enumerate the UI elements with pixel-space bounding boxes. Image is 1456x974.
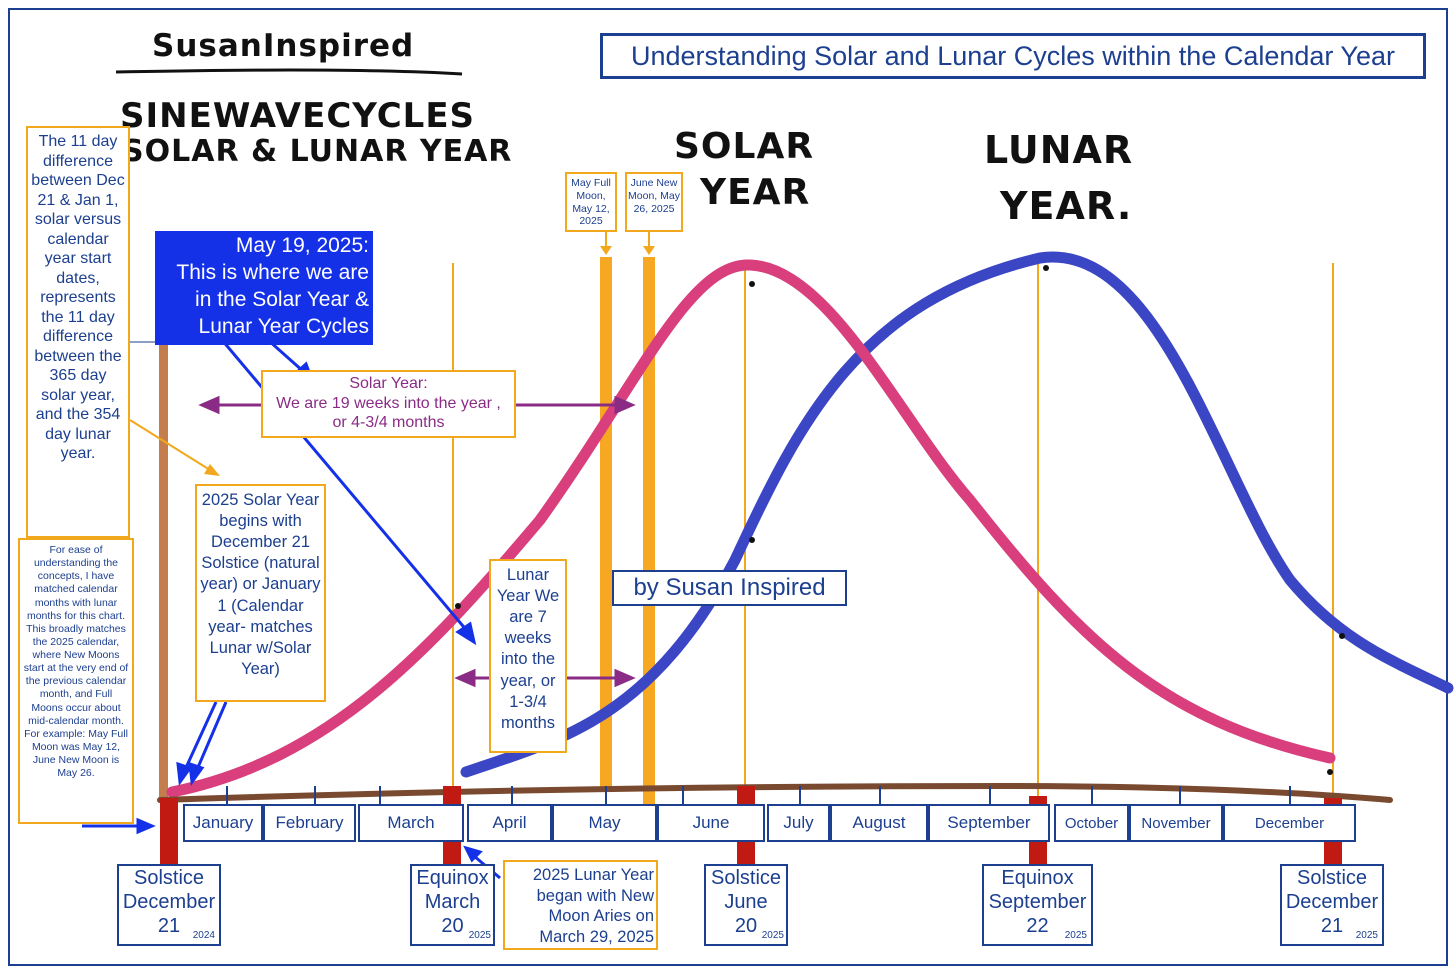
ease-note: For ease of understanding the concepts, … <box>18 538 134 824</box>
marker-year: 2024 <box>192 930 215 941</box>
month-june: June <box>657 804 765 842</box>
may-full-moon-note: May Full Moon, May 12, 2025 <box>565 172 617 232</box>
may-full-moon-bar <box>600 257 612 792</box>
lunar-year-handwriting-line2: YEAR. <box>1000 184 1133 228</box>
marker-month: June <box>724 891 768 913</box>
month-november: November <box>1129 804 1223 842</box>
solar-year-handwriting-line2: YEAR <box>700 172 811 213</box>
heading-handwriting-line1: SINEWAVECYCLES <box>120 96 476 136</box>
marker-year: 2025 <box>761 930 784 941</box>
month-september: September <box>928 804 1050 842</box>
marker-equinox-march: Equinox March 20 2025 <box>410 864 495 946</box>
marker-day: 20 <box>441 915 464 937</box>
lunar-progress-note: Lunar Year We are 7 weeks into the year,… <box>489 559 567 753</box>
solar-progress-text-2: or 4-3/4 months <box>332 414 445 432</box>
marker-year: 2025 <box>468 930 491 941</box>
marker-year: 2025 <box>1355 930 1378 941</box>
marker-equinox-september: Equinox September 22 2025 <box>982 864 1093 946</box>
marker-solstice-june: Solstice June 20 2025 <box>704 864 788 946</box>
month-january: January <box>183 804 263 842</box>
author-handwriting: SusanInspired <box>152 28 415 64</box>
marker-type: Equinox <box>1001 867 1074 889</box>
current-date-body: This is where we are in the Solar Year &… <box>176 260 369 338</box>
marker-day: 20 <box>734 915 758 937</box>
left-post <box>159 340 168 800</box>
marker-solstice-december-2024: Solstice December 21 2024 <box>117 864 221 946</box>
month-october: October <box>1054 804 1129 842</box>
marker-solstice-december-2025: Solstice December 21 2025 <box>1280 864 1384 946</box>
marker-type: Solstice <box>1296 867 1368 889</box>
heading-handwriting-line2: SOLAR & LUNAR YEAR <box>122 134 513 169</box>
lunar-curve <box>460 251 1454 778</box>
timeline-axis <box>157 782 1393 803</box>
month-april: April <box>467 804 552 842</box>
marker-type: Solstice <box>710 867 782 889</box>
solar-progress-note: Solar Year: We are 19 weeks into the yea… <box>261 370 516 438</box>
current-date-heading: May 19, 2025: <box>235 234 369 257</box>
marker-day: 21 <box>157 915 181 937</box>
marker-month: March <box>424 891 481 913</box>
marker-year: 2025 <box>1064 930 1087 941</box>
solar-year-start-note: 2025 Solar Year begins with December 21 … <box>195 484 326 702</box>
marker-day: 21 <box>1320 915 1344 937</box>
marker-type: Solstice <box>133 867 205 889</box>
marker-month: September <box>988 891 1087 913</box>
signature-label: by Susan Inspired <box>612 570 847 606</box>
lunar-year-handwriting-line1: LUNAR <box>984 128 1134 172</box>
month-august: August <box>830 804 928 842</box>
june-new-moon-note: June New Moon, May 26, 2025 <box>625 172 683 232</box>
marker-day: 22 <box>1026 915 1049 937</box>
month-march: March <box>358 804 464 842</box>
month-may: May <box>552 804 657 842</box>
solar-progress-heading: Solar Year: <box>349 375 428 392</box>
month-july: July <box>767 804 830 842</box>
marker-post-dec-2024 <box>160 798 178 864</box>
month-february: February <box>263 804 356 842</box>
marker-month: December <box>122 891 216 913</box>
month-december: December <box>1223 804 1356 842</box>
solar-year-handwriting-line1: SOLAR <box>674 126 815 167</box>
outer-frame <box>8 8 1448 966</box>
marker-month: December <box>1285 891 1379 913</box>
current-date-callout: May 19, 2025: This is where we are in th… <box>155 231 373 345</box>
eleven-day-note: The 11 day difference between Dec 21 & J… <box>26 126 130 538</box>
marker-type: Equinox <box>416 867 489 889</box>
page-title: Understanding Solar and Lunar Cycles wit… <box>600 33 1426 79</box>
solar-curve <box>166 259 1336 798</box>
solar-progress-text: We are 19 weeks into the year , <box>276 394 501 412</box>
lunar-year-start-note: 2025 Lunar Year began with New Moon Arie… <box>503 860 658 950</box>
